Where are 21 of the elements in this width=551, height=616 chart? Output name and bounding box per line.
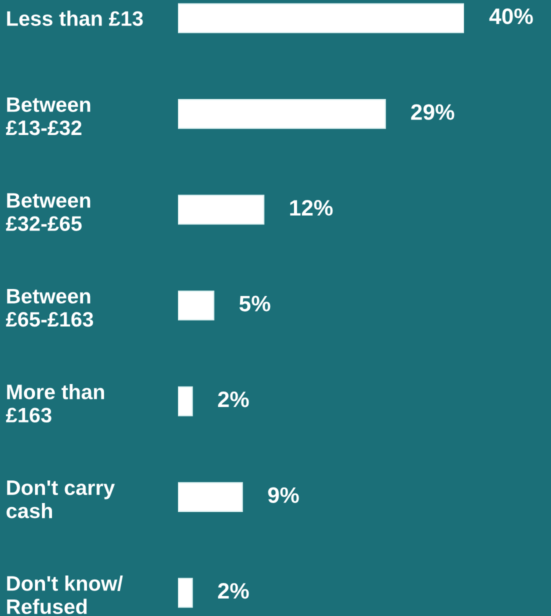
data-label: 2% — [218, 583, 249, 599]
data-label: 9% — [268, 487, 299, 503]
y-tick-label: More than £163 — [6, 384, 104, 423]
bar — [178, 386, 193, 416]
bar — [178, 290, 214, 320]
data-label: 40% — [489, 8, 533, 24]
data-label: 29% — [411, 104, 454, 120]
bar — [178, 3, 464, 34]
bar — [178, 578, 193, 608]
y-tick-label: Between £32-£65 — [6, 193, 90, 231]
data-label: 5% — [239, 296, 270, 312]
y-tick-label: Don't carry cash — [6, 480, 115, 518]
y-tick-label: Less than £13 — [7, 10, 143, 26]
bar — [178, 99, 386, 129]
bar — [178, 482, 243, 512]
y-tick-label: Between £65-£163 — [6, 289, 94, 327]
bar — [178, 194, 264, 225]
y-tick-label: Between £13-£32 — [6, 97, 90, 136]
data-label: 2% — [218, 391, 249, 408]
data-label: 12% — [290, 200, 333, 216]
y-tick-label: Don't know/ Refused — [7, 576, 123, 614]
